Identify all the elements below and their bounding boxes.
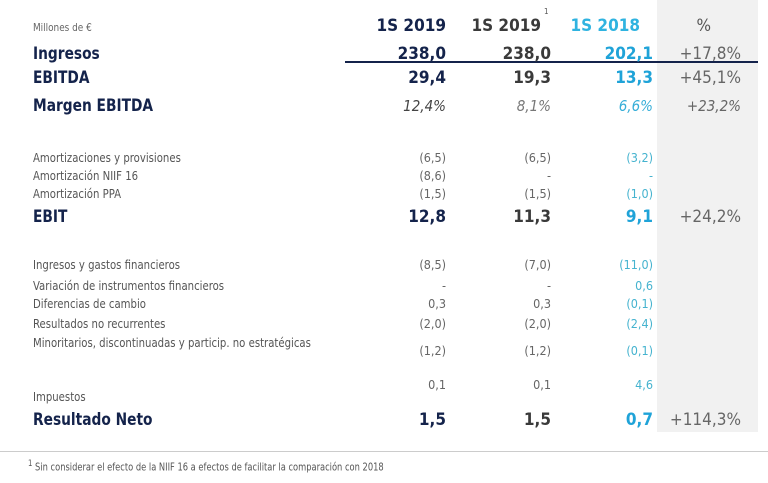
row-value-1s2019: (1,2) bbox=[419, 343, 446, 358]
row-label: Amortizaciones y provisiones bbox=[33, 150, 181, 165]
row-value-percent: +45,1% bbox=[679, 68, 741, 88]
table-row: Amortización PPA (1,5) (1,5) (1,0) bbox=[0, 185, 768, 205]
table-row: Impuestos 0,1 0,1 4,6 bbox=[0, 377, 768, 408]
row-value-1s2018: 202,1 bbox=[604, 44, 653, 64]
row-value-1s2018: 13,3 bbox=[615, 68, 653, 88]
table-row: Resultados no recurrentes (2,0) (2,0) (2,4) bbox=[0, 315, 768, 335]
row-value-1s2019-adjusted: 0,3 bbox=[533, 296, 551, 311]
row-value-1s2019: (8,5) bbox=[419, 257, 446, 272]
row-value-1s2019-adjusted: (2,0) bbox=[524, 316, 551, 331]
row-value-1s2019: 29,4 bbox=[408, 68, 446, 88]
row-label: Margen EBITDA bbox=[33, 96, 154, 116]
table-row: Amortizaciones y provisiones (6,5) (6,5) (3… bbox=[0, 149, 768, 169]
footnote: 1 Sin considerar el efecto de la NIIF 16… bbox=[28, 459, 384, 474]
table-row: Variación de instrumentos financieros - - 0… bbox=[0, 277, 768, 297]
row-value-1s2019: 1,5 bbox=[418, 410, 446, 430]
col-1s2019: 1S 2019 bbox=[376, 16, 446, 36]
row-value-1s2018: (0,1) bbox=[626, 296, 653, 311]
percent-column-shade bbox=[657, 0, 758, 432]
row-value-1s2019-adjusted: (7,0) bbox=[524, 257, 551, 272]
row-value-percent: +114,3% bbox=[669, 410, 741, 430]
row-label: Resultado Neto bbox=[33, 410, 153, 430]
footnote-mark: 1 bbox=[544, 7, 549, 16]
row-value-1s2018: (11,0) bbox=[619, 257, 653, 272]
row-value-1s2019-adjusted: 8,1% bbox=[516, 97, 551, 115]
col-percent: % bbox=[696, 16, 711, 36]
row-value-1s2019-adjusted: 1,5 bbox=[523, 410, 551, 430]
row-value-1s2019: 0,3 bbox=[428, 296, 446, 311]
table-row: EBIT 12,8 11,3 9,1 +24,2% bbox=[0, 207, 768, 227]
table-row: Margen EBITDA 12,4% 8,1% 6,6% +23,2% bbox=[0, 96, 768, 116]
row-value-1s2019-adjusted: - bbox=[546, 168, 551, 183]
row-value-1s2018: (0,1) bbox=[626, 343, 653, 358]
row-label: Ingresos y gastos financieros bbox=[33, 257, 181, 272]
row-value-1s2019-adjusted: 0,1 bbox=[533, 377, 551, 392]
footnote-text: Sin considerar el efecto de la NIIF 16 a… bbox=[35, 461, 384, 474]
row-value-1s2019-adjusted: (1,5) bbox=[524, 186, 551, 201]
row-value-percent: +23,2% bbox=[686, 97, 741, 115]
row-value-1s2018: (3,2) bbox=[626, 150, 653, 165]
row-value-1s2019: 238,0 bbox=[397, 44, 446, 64]
table-row: EBITDA 29,4 19,3 13,3 +45,1% bbox=[0, 68, 768, 88]
row-value-1s2019-adjusted: (1,2) bbox=[524, 343, 551, 358]
row-label: Variación de instrumentos financieros bbox=[33, 278, 225, 293]
row-value-1s2019-adjusted: 19,3 bbox=[513, 68, 551, 88]
row-value-percent: +24,2% bbox=[679, 207, 741, 227]
row-value-1s2019: (2,0) bbox=[419, 316, 446, 331]
table-row: Amortización NIIF 16 (8,6) - - bbox=[0, 167, 768, 187]
col-1s2018: 1S 2018 bbox=[570, 16, 640, 36]
row-value-1s2019: (6,5) bbox=[419, 150, 446, 165]
row-label: Amortización NIIF 16 bbox=[33, 168, 139, 183]
table-row: Diferencias de cambio 0,3 0,3 (0,1) bbox=[0, 295, 768, 315]
row-value-percent: +17,8% bbox=[679, 44, 741, 64]
row-value-1s2019: (8,6) bbox=[419, 168, 446, 183]
row-value-1s2018: (2,4) bbox=[626, 316, 653, 331]
table-row: Ingresos y gastos financieros (8,5) (7,0) (… bbox=[0, 256, 768, 276]
header-rule bbox=[345, 61, 758, 63]
table-row: Minoritarios, discontinuadas y particip.… bbox=[0, 334, 768, 358]
row-label: EBITDA bbox=[33, 68, 90, 88]
row-value-1s2018: 6,6% bbox=[618, 97, 653, 115]
row-label: Impuestos bbox=[33, 389, 86, 404]
row-value-1s2018: 0,6 bbox=[635, 278, 653, 293]
row-label: Amortización PPA bbox=[33, 186, 122, 201]
footer-rule bbox=[0, 451, 768, 452]
row-value-1s2019: 12,8 bbox=[408, 207, 446, 227]
row-value-1s2019-adjusted: (6,5) bbox=[524, 150, 551, 165]
row-value-1s2018: 9,1 bbox=[625, 207, 653, 227]
row-value-1s2018: - bbox=[648, 168, 653, 183]
table-row: Resultado Neto 1,5 1,5 0,7 +114,3% bbox=[0, 410, 768, 430]
footnote-mark: 1 bbox=[28, 459, 33, 469]
row-label: Minoritarios, discontinuadas y particip.… bbox=[33, 335, 311, 350]
row-value-1s2019: 0,1 bbox=[428, 377, 446, 392]
row-value-1s2019-adjusted: 11,3 bbox=[513, 207, 551, 227]
row-label: Diferencias de cambio bbox=[33, 296, 146, 311]
units-label: Millones de € bbox=[33, 21, 92, 34]
row-value-1s2019: (1,5) bbox=[419, 186, 446, 201]
row-value-1s2018: 0,7 bbox=[625, 410, 653, 430]
row-label: Ingresos bbox=[33, 44, 100, 64]
row-label: EBIT bbox=[33, 207, 68, 227]
col-1s2019-adjusted: 1S 2019 bbox=[471, 16, 541, 36]
row-value-1s2019: 12,4% bbox=[403, 97, 446, 115]
row-value-1s2019-adjusted: 238,0 bbox=[502, 44, 551, 64]
row-value-1s2018: 4,6 bbox=[635, 377, 653, 392]
table-row: Ingresos 238,0 238,0 202,1 +17,8% bbox=[0, 44, 768, 64]
row-value-1s2019-adjusted: - bbox=[546, 278, 551, 293]
row-value-1s2018: (1,0) bbox=[626, 186, 653, 201]
row-label: Resultados no recurrentes bbox=[33, 316, 166, 331]
row-value-1s2019: - bbox=[441, 278, 446, 293]
